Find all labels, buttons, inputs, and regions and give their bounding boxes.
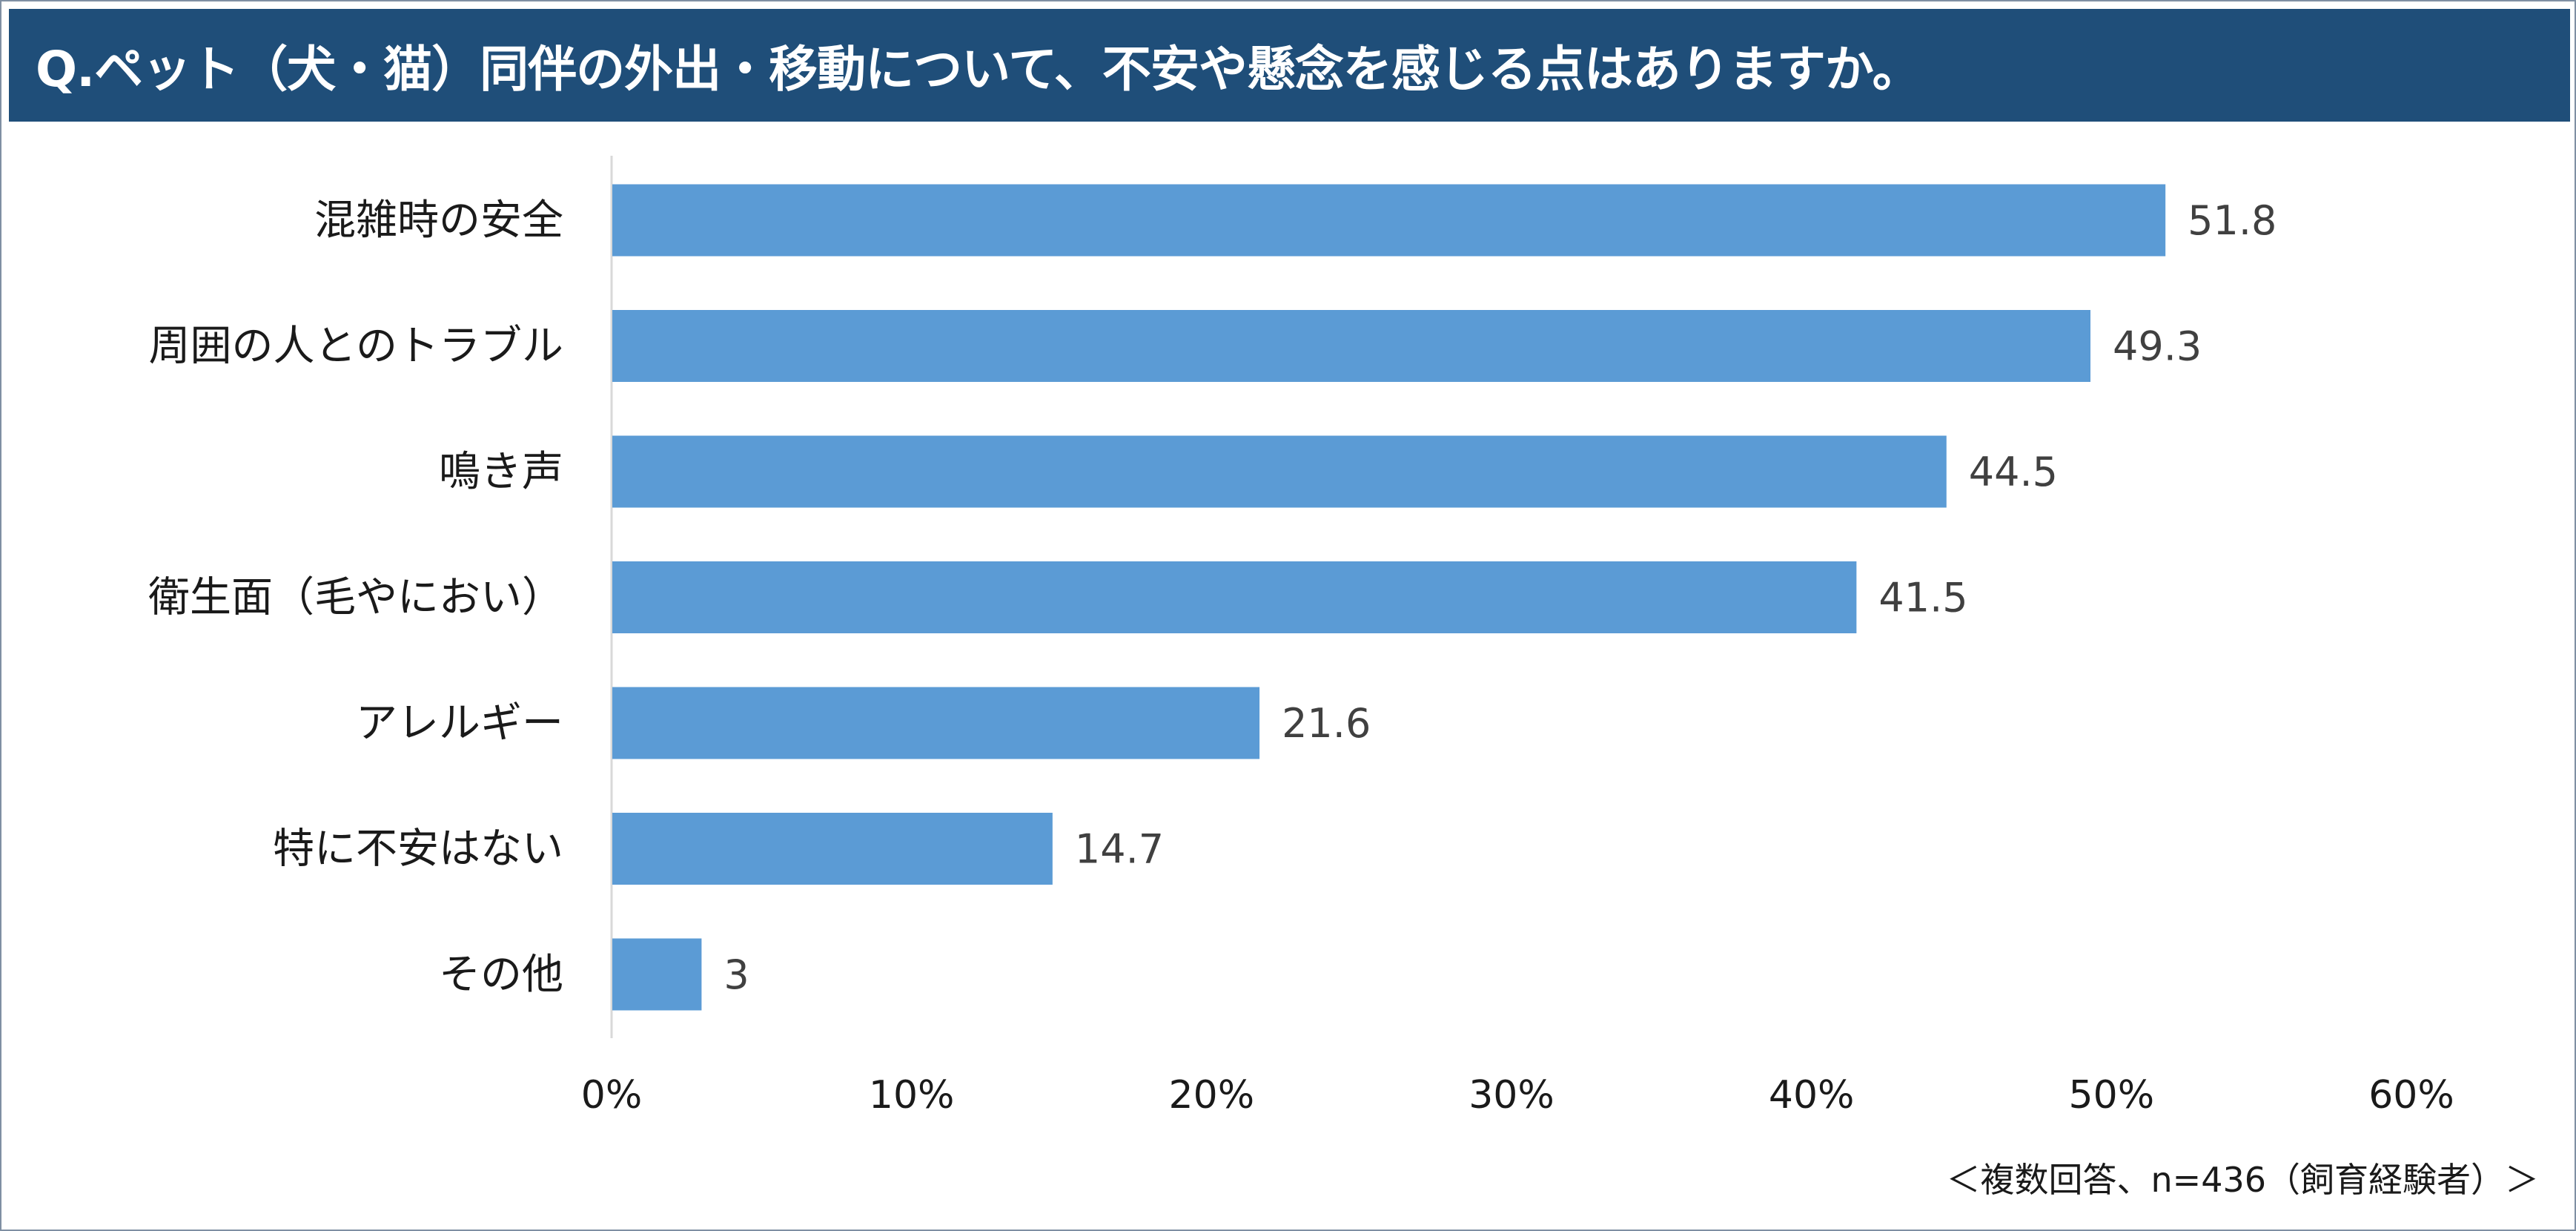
data-label: 51.8 [2188,197,2277,244]
x-tick-label: 0% [581,1073,643,1118]
category-label: 特に不安はない [273,825,563,874]
data-label: 41.5 [1878,575,1967,621]
x-tick-label: 60% [2368,1073,2454,1118]
bar [612,813,1053,885]
x-tick-label: 40% [1769,1073,1855,1118]
category-label: 衛生面（毛やにおい） [148,574,563,622]
bar [612,435,1947,508]
category-label: アレルギー [356,699,563,747]
category-label: 鳴き声 [439,448,563,496]
x-tick-label: 30% [1469,1073,1554,1118]
data-label: 44.5 [1969,449,2058,495]
question-header: Q.ペット（犬・猫）同伴の外出・移動について、不安や懸念を感じる点はありますか。 [9,9,2570,122]
data-label: 14.7 [1075,826,1164,873]
data-label: 49.3 [2113,323,2202,370]
x-tick-label: 50% [2069,1073,2155,1118]
footnote: ＜複数回答、n=436（飼育経験者）＞ [1946,1160,2540,1200]
data-label: 3 [724,951,749,998]
x-tick-label: 10% [869,1073,955,1118]
category-label: 混雑時の安全 [314,197,563,245]
bar [612,561,1857,633]
bar [612,687,1260,759]
bar [612,310,2091,382]
bar [612,938,702,1011]
category-label: 周囲の人とのトラブル [149,323,563,371]
question-title: Q.ペット（犬・猫）同伴の外出・移動について、不安や懸念を感じる点はありますか。 [36,41,1921,98]
data-label: 21.6 [1282,700,1371,747]
bar [612,184,2166,257]
category-label: その他 [439,951,563,999]
x-tick-label: 20% [1169,1073,1255,1118]
